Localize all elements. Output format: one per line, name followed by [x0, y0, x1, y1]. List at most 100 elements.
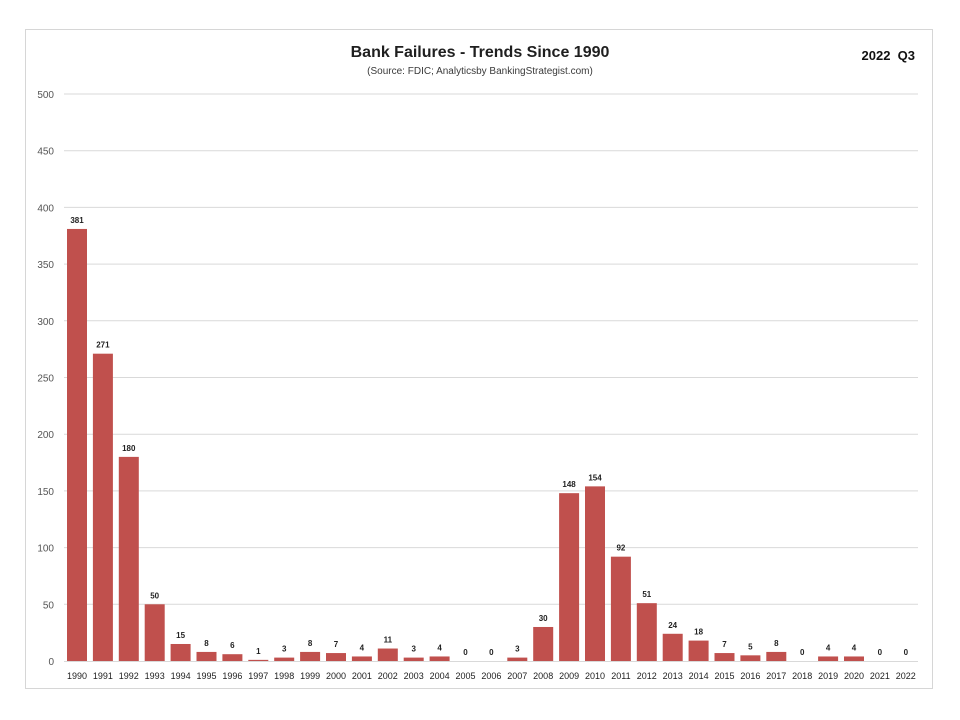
- gridlines: [64, 93, 918, 605]
- y-tick-label: 50: [43, 600, 55, 611]
- bar-2007: [507, 657, 528, 661]
- data-label-2011: 92: [616, 544, 625, 553]
- data-label-2022: 0: [904, 648, 909, 657]
- x-tick-label-2012: 2012: [637, 671, 657, 681]
- bar-1991: [92, 353, 113, 661]
- x-tick-label-2007: 2007: [507, 671, 527, 681]
- bar-2014: [688, 640, 709, 661]
- data-label-2001: 4: [360, 643, 365, 652]
- x-tick-label-2004: 2004: [430, 671, 450, 681]
- x-tick-label-2022: 2022: [896, 671, 916, 681]
- x-tick-label-2002: 2002: [378, 671, 398, 681]
- y-tick-label: 100: [37, 544, 54, 555]
- bar-1994: [170, 643, 191, 661]
- bar-2010: [585, 486, 605, 661]
- y-tick-label: 250: [37, 374, 54, 385]
- y-tick-label: 500: [37, 90, 54, 101]
- bar-2001: [351, 656, 372, 661]
- data-label-2013: 24: [668, 621, 677, 630]
- x-tick-label-2017: 2017: [766, 671, 786, 681]
- chart-subtitle: (Source: FDIC; Analyticsby BankingStrate…: [367, 66, 593, 77]
- y-tick-label: 200: [37, 430, 54, 441]
- data-label-2008: 30: [539, 614, 548, 623]
- y-tick-label: 0: [48, 657, 54, 668]
- x-tick-label-1999: 1999: [300, 671, 320, 681]
- bar-2017: [766, 651, 787, 661]
- x-tick-label-2021: 2021: [870, 671, 890, 681]
- y-axis-ticks: 0 50 100 150 200 250 300 350 400 450 500: [37, 90, 54, 668]
- bar-2004: [429, 656, 450, 661]
- x-tick-label-2020: 2020: [844, 671, 864, 681]
- data-label-2010: 154: [588, 473, 602, 482]
- x-tick-label-1990: 1990: [67, 671, 87, 681]
- x-tick-label-2013: 2013: [663, 671, 683, 681]
- x-tick-label-1998: 1998: [274, 671, 294, 681]
- y-tick-label: 300: [37, 317, 54, 328]
- bar-1996: [222, 654, 243, 661]
- x-tick-label-1996: 1996: [222, 671, 242, 681]
- data-label-1995: 8: [204, 639, 209, 648]
- bar-2020: [844, 656, 864, 661]
- data-labels: 381 271 180 5 0 15 8 6 1 3 8 7 4 11 3 4 0 0 3 30 148 154 92 51 2…: [70, 216, 908, 657]
- x-tick-label-2014: 2014: [689, 671, 709, 681]
- x-tick-label-2000: 2000: [326, 671, 346, 681]
- data-label-1997: 1: [256, 647, 261, 656]
- bar-2013: [662, 633, 683, 661]
- data-label-2019: 4: [826, 643, 831, 652]
- x-tick-label-2003: 2003: [404, 671, 424, 681]
- data-label-1992: 180: [122, 444, 136, 453]
- data-label-2014: 18: [694, 628, 703, 637]
- y-tick-label: 450: [37, 147, 54, 158]
- chart-title: Bank Failures - Trends Since 1990: [350, 44, 610, 61]
- x-tick-label-2005: 2005: [455, 671, 475, 681]
- y-tick-label: 400: [37, 203, 54, 214]
- bar-1995: [196, 651, 217, 661]
- bar-2015: [714, 653, 735, 661]
- data-label-2005: 0: [463, 648, 468, 657]
- data-label-1996: 6: [230, 641, 235, 650]
- data-label-2007: 3: [515, 645, 520, 654]
- data-label-2015: 7: [722, 640, 727, 649]
- data-label-1999: 8: [308, 639, 313, 648]
- x-tick-label-2015: 2015: [714, 671, 734, 681]
- bar-1999: [300, 651, 321, 661]
- x-tick-label-1997: 1997: [248, 671, 268, 681]
- bar-2016: [740, 655, 761, 661]
- x-tick-label-2016: 2016: [740, 671, 760, 681]
- data-label-2009: 148: [562, 480, 576, 489]
- bar-1998: [274, 657, 295, 661]
- data-label-2016: 5: [748, 642, 753, 651]
- x-axis-ticks: 1990 1991 1992 1993 1994 1995 1996 1997 1998 1999…: [67, 671, 916, 681]
- x-tick-label-1992: 1992: [119, 671, 139, 681]
- data-label-1998: 3: [282, 645, 287, 654]
- data-label-2018: 0: [800, 648, 805, 657]
- x-tick-label-2018: 2018: [792, 671, 812, 681]
- bar-2019: [818, 656, 839, 661]
- x-tick-label-2011: 2011: [611, 671, 630, 681]
- data-label-1991: 271: [96, 341, 110, 350]
- data-label-2000: 7: [334, 640, 339, 649]
- bar-1992: [118, 456, 139, 661]
- x-tick-label-2006: 2006: [481, 671, 501, 681]
- bar-1993: [144, 604, 165, 661]
- x-tick-label-2010: 2010: [585, 671, 605, 681]
- data-label-1994: 15: [176, 631, 185, 640]
- data-label-2004: 4: [437, 643, 442, 652]
- bars: [67, 228, 864, 662]
- y-tick-label: 150: [37, 487, 54, 498]
- bar-2002: [377, 648, 398, 661]
- data-label-2003: 3: [411, 645, 416, 654]
- data-label-2012: 51: [642, 590, 651, 599]
- x-tick-label-2009: 2009: [559, 671, 579, 681]
- data-label-2002: 11: [384, 636, 393, 645]
- chart-frame: [25, 29, 933, 689]
- x-tick-label-1995: 1995: [196, 671, 216, 681]
- data-label-1990: 381: [70, 216, 84, 225]
- bar-1997: [248, 659, 269, 661]
- x-tick-label-2019: 2019: [818, 671, 838, 681]
- bar-2011: [610, 556, 631, 661]
- x-tick-label-2008: 2008: [533, 671, 553, 681]
- bar-2003: [403, 657, 424, 661]
- bar-2012: [636, 603, 657, 661]
